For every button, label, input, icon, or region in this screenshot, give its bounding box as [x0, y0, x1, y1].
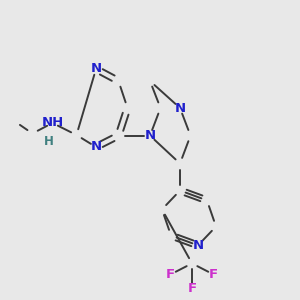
Text: H: H — [44, 135, 53, 148]
Text: N: N — [90, 140, 102, 154]
Text: N: N — [144, 129, 156, 142]
Text: NH: NH — [41, 116, 64, 130]
Text: N: N — [192, 239, 204, 252]
Text: F: F — [209, 268, 218, 281]
Text: N: N — [90, 62, 102, 76]
Text: F: F — [188, 282, 196, 295]
Text: N: N — [174, 101, 186, 115]
Text: F: F — [166, 268, 175, 281]
